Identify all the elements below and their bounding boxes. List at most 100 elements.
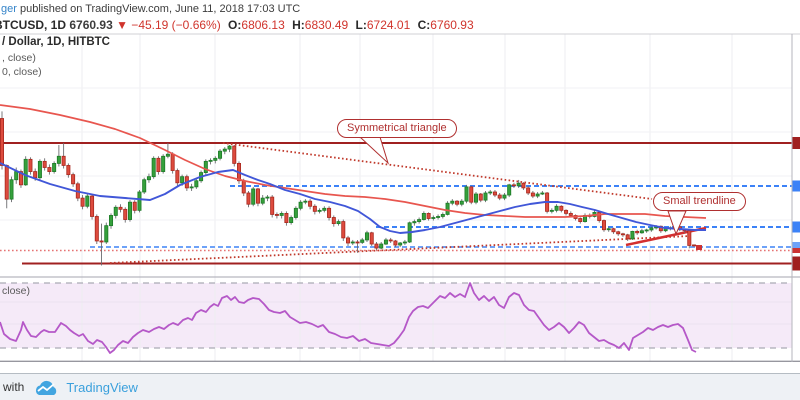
- candle-body: [265, 196, 270, 199]
- candle-body: [331, 217, 336, 225]
- candle-body: [156, 157, 161, 172]
- candle-body: [151, 157, 156, 178]
- candle-body: [625, 234, 630, 240]
- candle-body: [341, 221, 346, 239]
- triangle-upper: [222, 142, 653, 200]
- ma-fast-line: [0, 162, 706, 234]
- small-trendline-annotation[interactable]: Small trendline: [653, 192, 746, 211]
- candle-body: [402, 241, 407, 244]
- rsi-line: [0, 282, 697, 354]
- candle-body: [94, 216, 99, 242]
- candle-body: [113, 206, 118, 216]
- low-label: L:: [355, 18, 367, 32]
- open-label: O:: [228, 18, 242, 32]
- annotation-tail: [667, 210, 687, 236]
- candle-body: [459, 200, 464, 205]
- candle-body: [464, 186, 469, 202]
- candle-body: [455, 200, 460, 205]
- high-label: H:: [292, 18, 305, 32]
- candle-body: [289, 217, 294, 223]
- low-value: 6724.01: [366, 18, 411, 32]
- candle-body: [611, 228, 616, 233]
- candle-body: [564, 209, 569, 214]
- candle-body: [649, 227, 654, 231]
- ohlc-readout: BTCUSD, 1D 6760.93 ▼ −45.19 (−0.66%) O:6…: [0, 18, 474, 32]
- candle-body: [317, 209, 322, 212]
- candle-body: [99, 240, 104, 243]
- author-link[interactable]: ger: [1, 3, 17, 15]
- byline-text: published on TradingView.com, June 11, 2…: [16, 3, 301, 15]
- candle-body: [412, 221, 417, 224]
- candle-body: [473, 193, 478, 203]
- candle-body: [175, 170, 180, 184]
- candle-body: [298, 201, 303, 209]
- candle-body: [398, 242, 403, 246]
- candle-body: [364, 232, 369, 241]
- candle-body: [142, 179, 147, 193]
- ma-slow-legend[interactable]: 0, close): [2, 66, 42, 78]
- symbol-label[interactable]: BTCUSD, 1D: [0, 18, 67, 32]
- candle-body: [71, 174, 76, 185]
- candle-body: [350, 241, 355, 244]
- candle-body: [549, 209, 554, 212]
- candle-body: [137, 191, 142, 211]
- candle-body: [222, 148, 227, 152]
- footer-prefix: with: [3, 380, 25, 394]
- candle-body: [227, 145, 232, 150]
- symmetrical-triangle-annotation[interactable]: Symmetrical triangle: [337, 119, 457, 138]
- price-tag: [792, 256, 800, 271]
- candle-body: [90, 195, 95, 217]
- ma-fast-legend[interactable]: , close): [2, 52, 36, 64]
- candle-body: [644, 229, 649, 232]
- candle-body: [42, 160, 47, 168]
- candle-body: [360, 239, 365, 243]
- candle-body: [421, 213, 426, 220]
- time-axis[interactable]: 5Feb13Mar19Apr16May14Jun18Ju: [0, 362, 800, 373]
- close-value: 6760.93: [430, 18, 474, 32]
- candle-body: [507, 184, 512, 196]
- close-label: C:: [417, 18, 431, 32]
- candle-body: [232, 145, 237, 164]
- candle-body: [203, 160, 208, 173]
- footer-bar: with TradingView: [0, 374, 800, 400]
- tradingview-brand-link[interactable]: TradingView: [66, 379, 138, 395]
- candle-body: [180, 176, 185, 184]
- candle-body: [218, 150, 223, 159]
- candle-body: [445, 202, 450, 215]
- candle-body: [127, 201, 132, 220]
- candle-body: [213, 157, 218, 161]
- rsi-legend[interactable]: close): [2, 285, 31, 297]
- candle-body: [393, 240, 398, 246]
- candle-body: [56, 155, 61, 164]
- candle-body: [511, 184, 516, 187]
- instrument-legend[interactable]: / Dollar, 1D, HITBTC: [2, 36, 110, 48]
- candle-body: [132, 201, 137, 211]
- tradingview-cloud-icon: [36, 380, 57, 395]
- candle-body: [597, 211, 602, 221]
- candle-body: [293, 207, 298, 218]
- candle-body: [516, 182, 521, 187]
- price-tag: [792, 248, 800, 253]
- candle-body: [469, 186, 474, 203]
- high-value: 6830.49: [304, 18, 349, 32]
- candle-body: [540, 192, 545, 195]
- candle-body: [521, 182, 526, 189]
- candle-body: [635, 230, 640, 234]
- price-tag: [792, 137, 800, 149]
- candle-body: [23, 158, 28, 186]
- candle-body: [161, 155, 166, 172]
- candle-body: [692, 244, 697, 247]
- candle-body: [208, 159, 213, 162]
- candle-body: [616, 231, 621, 235]
- candle-body: [431, 217, 436, 219]
- candle-body: [502, 194, 507, 199]
- candle-body: [146, 176, 151, 181]
- candle-body: [14, 171, 19, 181]
- candle-body: [284, 213, 289, 223]
- candle-body: [274, 214, 279, 216]
- candle-body: [260, 197, 265, 204]
- candle-body: [554, 205, 559, 211]
- candle-body: [488, 191, 493, 194]
- annotation-tail: [358, 136, 390, 165]
- candle-body: [18, 171, 23, 186]
